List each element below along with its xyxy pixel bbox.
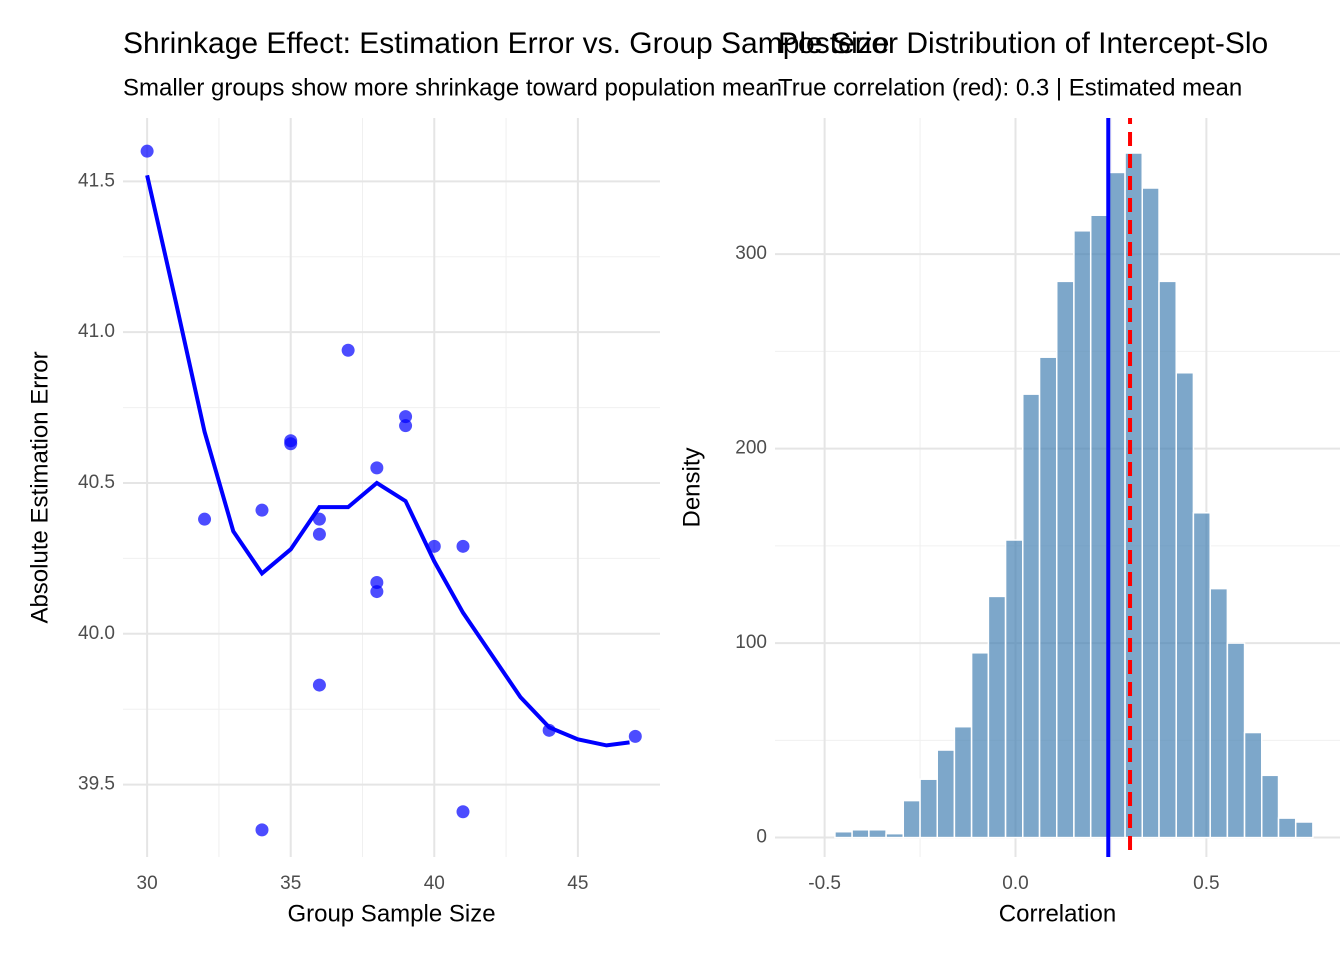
- y-tick-label: 0: [756, 827, 767, 848]
- point: [399, 419, 413, 433]
- chart-subtitle: True correlation (red): 0.3 | Estimated …: [778, 74, 1242, 101]
- point: [628, 729, 642, 743]
- bar: [1158, 280, 1177, 839]
- plot-area: [140, 144, 642, 837]
- x-axis-label: Correlation: [999, 900, 1116, 927]
- bar: [1038, 356, 1058, 839]
- point: [542, 723, 556, 737]
- bar: [1022, 393, 1041, 839]
- y-tick-label: 40.5: [78, 472, 115, 493]
- bar: [1004, 539, 1024, 839]
- chart-subtitle: Smaller groups show more shrinkage towar…: [123, 74, 782, 101]
- point: [140, 144, 154, 158]
- bar: [1277, 817, 1297, 839]
- y-tick-label: 39.5: [78, 774, 115, 795]
- bar: [1107, 171, 1126, 839]
- x-tick-label: 40: [424, 873, 445, 894]
- bar: [1141, 187, 1160, 839]
- point: [312, 678, 326, 692]
- point: [456, 539, 470, 553]
- bar: [970, 652, 990, 839]
- bar: [919, 778, 938, 839]
- bar: [1089, 214, 1109, 839]
- smooth-line: [145, 174, 630, 748]
- point: [198, 512, 212, 526]
- bar: [834, 830, 853, 839]
- point: [284, 437, 298, 451]
- chart-title: Shrinkage Effect: Estimation Error vs. G…: [123, 27, 889, 60]
- chart-title: Posterior Distribution of Intercept-Slo: [778, 27, 1268, 60]
- point: [370, 576, 384, 590]
- point: [255, 503, 269, 517]
- point: [255, 823, 269, 837]
- bar: [1073, 230, 1092, 839]
- x-tick-label: -0.5: [808, 873, 841, 894]
- y-tick-label: 41.0: [78, 321, 115, 342]
- x-tick-label: 35: [280, 873, 301, 894]
- bar: [1124, 152, 1143, 839]
- y-tick-label: 200: [735, 438, 767, 459]
- point: [370, 461, 384, 475]
- bar: [1294, 821, 1314, 839]
- point: [312, 527, 326, 541]
- bar: [868, 829, 887, 839]
- bar: [1226, 642, 1246, 839]
- bar: [953, 725, 973, 839]
- bar: [902, 799, 921, 839]
- bar: [987, 595, 1007, 839]
- y-axis-label: Density: [678, 447, 705, 527]
- y-tick-label: 41.5: [78, 170, 115, 191]
- bar: [1243, 731, 1263, 839]
- x-tick-label: 0.5: [1193, 873, 1219, 894]
- y-tick-label: 300: [735, 243, 767, 264]
- y-tick-label: 40.0: [78, 623, 115, 644]
- x-tick-label: 30: [137, 873, 158, 894]
- point: [456, 805, 470, 819]
- x-tick-label: 45: [567, 873, 588, 894]
- bar: [1055, 280, 1075, 839]
- x-tick-label: 0.0: [1002, 873, 1028, 894]
- bar: [1209, 587, 1229, 839]
- bar: [936, 749, 956, 839]
- y-tick-label: 100: [735, 632, 767, 653]
- point: [312, 512, 326, 526]
- bar: [1192, 512, 1211, 839]
- bar: [851, 829, 870, 839]
- plot-area: [834, 118, 1314, 857]
- point: [341, 343, 355, 357]
- point: [427, 539, 441, 553]
- bar: [1175, 372, 1195, 839]
- bar: [885, 832, 905, 839]
- bar: [1260, 774, 1280, 839]
- y-axis-label: Absolute Estimation Error: [26, 351, 53, 623]
- point: [399, 410, 413, 424]
- point: [370, 585, 384, 599]
- x-axis-label: Group Sample Size: [287, 900, 495, 927]
